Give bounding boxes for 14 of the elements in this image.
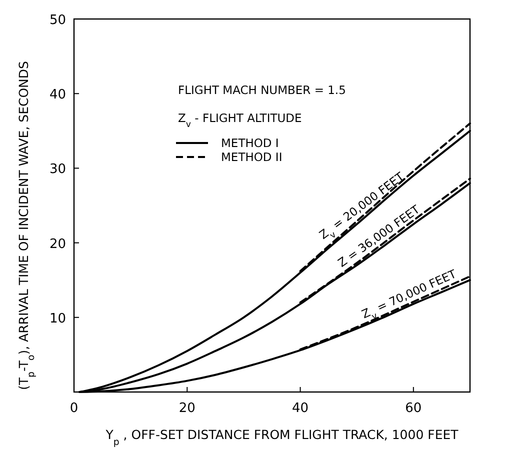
x-axis-title: Y$_{p}$ , OFF-SET DISTANCE FROM FLIGHT TRACK, 1000 FEET [104, 427, 459, 448]
legend-label: METHOD II [221, 150, 282, 164]
y-tick-label: 30 [49, 162, 66, 178]
y-tick-label: 40 [49, 88, 66, 103]
y-tick-label: 20 [49, 236, 66, 252]
annotation: Z$_{v}$ - FLIGHT ALTITUDE [178, 111, 302, 130]
x-tick-label: 0 [70, 401, 78, 416]
y-tick-label: 10 [49, 311, 66, 326]
x-tick-label: 60 [405, 401, 422, 416]
y-tick-label: 50 [49, 13, 66, 28]
x-tick-label: 20 [178, 401, 196, 416]
x-tick-label: 40 [292, 401, 309, 416]
legend-label: METHOD I [221, 136, 279, 150]
annotation: FLIGHT MACH NUMBER = 1.5 [178, 83, 346, 97]
